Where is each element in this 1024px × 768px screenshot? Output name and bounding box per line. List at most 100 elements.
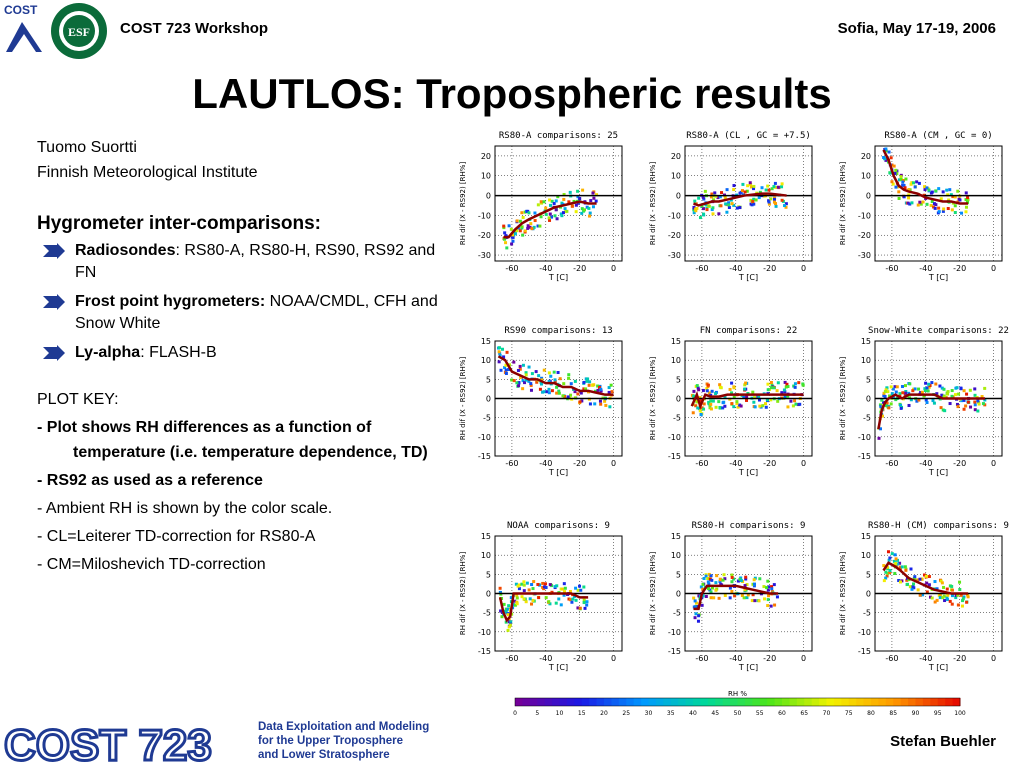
scatter-point (555, 217, 559, 221)
scatter-point (740, 593, 744, 597)
scatter-point (776, 399, 780, 403)
scatter-point (552, 201, 556, 205)
scatter-point (899, 175, 903, 179)
scatter-point (891, 396, 895, 400)
scatter-point (956, 189, 960, 193)
chart-title: NOAA comparisons: 9 (507, 521, 610, 531)
scatter-point (791, 404, 795, 408)
scatter-point (772, 185, 776, 189)
x-tick-label: -60 (695, 459, 708, 468)
scatter-point (884, 158, 888, 162)
scatter-point (700, 603, 704, 607)
scatter-point (723, 196, 727, 200)
scatter-point (706, 577, 710, 581)
x-axis-label: T [C] (548, 663, 568, 672)
scatter-point (522, 580, 526, 584)
bullet-arrow-icon (43, 345, 65, 361)
colorbar-tick-label: 15 (578, 710, 586, 717)
scatter-point (512, 603, 516, 607)
colorbar-tick-label: 75 (845, 710, 853, 717)
scatter-point (736, 405, 740, 409)
scatter-point (518, 229, 522, 233)
scatter-point (769, 398, 773, 402)
colorbar-label: RH % (728, 690, 747, 698)
scatter-point (941, 209, 945, 213)
scatter-point (769, 604, 773, 608)
scatter-point (582, 598, 586, 602)
scatter-point (513, 603, 517, 607)
scatter-point (950, 208, 954, 212)
scatter-point (766, 388, 770, 392)
scatter-point (718, 580, 722, 584)
scatter-point (938, 384, 942, 388)
scatter-point (508, 623, 512, 627)
scatter-point (751, 390, 755, 394)
scatter-point (524, 371, 528, 375)
scatter-point (699, 399, 703, 403)
y-tick-label: 10 (861, 551, 871, 560)
scatter-point (962, 398, 966, 402)
scatter-point (932, 401, 936, 405)
scatter-point (538, 583, 542, 587)
scatter-point (498, 591, 502, 595)
scatter-point (505, 246, 509, 250)
scatter-point (780, 182, 784, 186)
scatter-point (709, 399, 713, 403)
scatter-point (562, 193, 566, 197)
scatter-point (529, 388, 533, 392)
colorbar-frame (514, 697, 961, 707)
scatter-point (711, 212, 715, 216)
y-tick-label: 5 (486, 375, 491, 384)
scatter-point (567, 376, 571, 380)
scatter-point (582, 585, 586, 589)
y-tick-label: -5 (863, 414, 871, 423)
scatter-point (911, 585, 915, 589)
colorbar-segment (544, 698, 553, 706)
scatter-point (578, 606, 582, 610)
scatter-point (697, 594, 701, 598)
scatter-point (905, 578, 909, 582)
scatter-point (908, 382, 912, 386)
scatter-point (797, 381, 801, 385)
scatter-point (907, 578, 911, 582)
y-tick-label: 10 (481, 356, 491, 365)
scatter-point (773, 603, 777, 607)
colorbar-segment (552, 698, 560, 706)
x-axis-label: T [C] (548, 468, 568, 477)
y-tick-label: 5 (866, 375, 871, 384)
scatter-point (730, 391, 734, 395)
scatter-point (918, 577, 922, 581)
scatter-point (947, 198, 951, 202)
x-tick-label: 0 (801, 264, 806, 273)
esf-logo-icon: ESF (51, 3, 107, 59)
scatter-point (596, 384, 600, 388)
scatter-point (554, 208, 558, 212)
y-tick-label: 5 (866, 570, 871, 579)
x-tick-label: -40 (729, 654, 742, 663)
scatter-point (966, 593, 970, 597)
scatter-point (899, 403, 903, 407)
scatter-point (749, 198, 753, 202)
scatter-point (964, 210, 968, 214)
scatter-point (752, 582, 756, 586)
scatter-point (720, 191, 724, 195)
colorbar-segment (774, 698, 783, 706)
scatter-point (753, 576, 757, 580)
scatter-point (757, 395, 761, 399)
scatter-point (717, 212, 721, 216)
scatter-point (927, 188, 931, 192)
scatter-point (548, 583, 552, 587)
scatter-point (599, 387, 603, 391)
scatter-point (772, 197, 776, 201)
scatter-point (937, 210, 941, 214)
scatter-point (930, 381, 934, 385)
scatter-point (545, 390, 549, 394)
scatter-point (961, 597, 965, 601)
cost723-logo-text: COST 723 (4, 721, 212, 768)
colorbar-segment (641, 698, 649, 706)
scatter-point (896, 562, 900, 566)
scatter-point (562, 582, 566, 586)
scatter-point (714, 405, 718, 409)
scatter-point (721, 401, 725, 405)
x-tick-label: -40 (919, 459, 932, 468)
